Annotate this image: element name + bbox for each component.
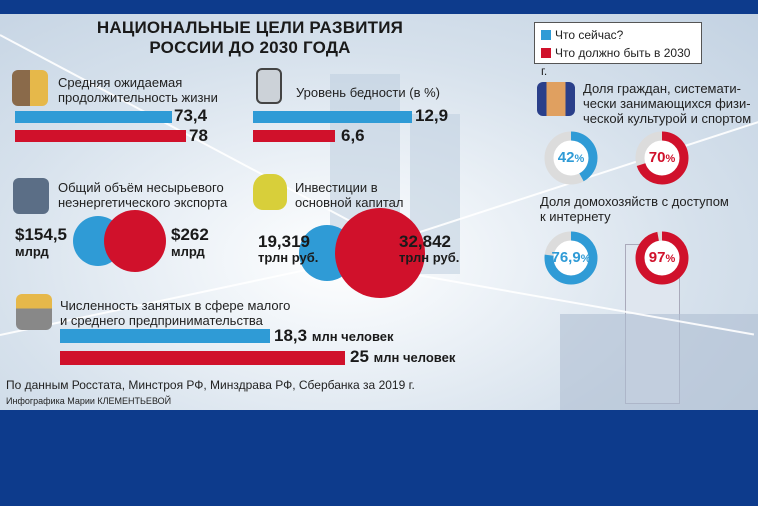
donut-svg [544, 231, 598, 285]
donut-value: 42 [557, 148, 575, 166]
label-line: и среднего предпринимательства [60, 313, 263, 328]
donut-value: 76,9 [551, 248, 581, 266]
label-line: Общий объём несырьевого [58, 180, 224, 195]
unit: трлн руб. [258, 250, 319, 265]
unit: млрд [171, 244, 205, 259]
label-line: Доля граждан, системати- [583, 81, 741, 96]
label-line: Численность занятых в сфере малого [60, 298, 291, 313]
label-line: основной капитал [295, 195, 404, 210]
value: 19,319 [258, 232, 310, 251]
legend-swatch-red [541, 48, 551, 58]
infographic: НАЦИОНАЛЬНЫЕ ЦЕЛИ РАЗВИТИЯ РОССИИ ДО 2030… [0, 14, 758, 410]
invest-circle-target [335, 208, 425, 298]
donut-value: 97 [648, 248, 666, 266]
sme-value-now: 18,3 млн человек [274, 326, 394, 346]
coin-jar-icon [256, 68, 282, 104]
invest-value-now: 19,319 трлн руб. [258, 232, 319, 266]
label-line: Инвестиции в [295, 180, 378, 195]
internet-label: Доля домохозяйств с доступом к интернету [540, 194, 729, 224]
unit: трлн руб. [399, 250, 460, 265]
legend-item-target: Что должно быть в 2030 г. [541, 44, 695, 80]
poverty-value-now: 12,9 [415, 106, 449, 125]
source-note: По данным Росстата, Минстроя РФ, Минздра… [6, 378, 415, 392]
donut-arc [635, 131, 689, 185]
title-line-1: НАЦИОНАЛЬНЫЕ ЦЕЛИ РАЗВИТИЯ [96, 18, 404, 37]
credit-note: Инфографика Марии КЛЕМЕНТЬЕВОЙ [6, 396, 172, 406]
percent-sign: % [665, 152, 676, 165]
donut-value: 70 [648, 148, 666, 166]
value: 32,842 [399, 232, 451, 251]
label-line: Средняя ожидаемая [58, 75, 183, 90]
value: 18,3 [274, 326, 308, 345]
legend-item-now: Что сейчас? [541, 26, 695, 44]
sme-label: Численность занятых в сфере малого и сред… [60, 298, 290, 328]
invest-value-target: 32,842 трлн руб. [399, 232, 460, 266]
export-circle-target [104, 210, 166, 272]
value: $262 [171, 225, 209, 244]
globe-export-icon [13, 178, 49, 214]
sport-donut-target: 70% [634, 130, 690, 186]
label-line: к интернету [540, 209, 611, 224]
label-line: неэнергетического экспорта [58, 195, 228, 210]
export-label: Общий объём несырьевого неэнергетического… [58, 180, 227, 210]
life-label: Средняя ожидаемая продолжительность жизни [58, 75, 218, 105]
poverty-bar-target [253, 130, 335, 142]
money-bag-icon [253, 174, 287, 210]
life-bar-target [15, 130, 186, 142]
life-value-target: 78 [189, 126, 208, 145]
value: 25 [350, 347, 369, 366]
export-value-now: $154,5 млрд [15, 226, 67, 260]
internet-donut-now: 76,9% [543, 230, 599, 286]
sme-bar-target [60, 351, 345, 365]
sme-value-target: 25 млн человек [350, 347, 455, 367]
invest-label: Инвестиции в основной капитал [295, 180, 403, 210]
poverty-value-target: 6,6 [341, 126, 365, 145]
businessman-icon [16, 294, 52, 330]
unit: млн человек [373, 350, 456, 365]
legend-label: Что должно быть в 2030 г. [541, 46, 691, 78]
donut-arc [544, 131, 598, 185]
donut-label: 70% [634, 130, 690, 186]
label-line: Доля домохозяйств с доступом [540, 194, 729, 209]
poverty-bar-now [253, 111, 412, 123]
sport-label: Доля граждан, системати-чески занимающих… [583, 81, 751, 126]
legend-swatch-blue [541, 30, 551, 40]
donut-label: 42% [543, 130, 599, 186]
page-title: НАЦИОНАЛЬНЫЕ ЦЕЛИ РАЗВИТИЯ РОССИИ ДО 2030… [70, 18, 430, 58]
legend-label: Что сейчас? [555, 28, 624, 42]
value: $154,5 [15, 225, 67, 244]
donut-label: 76,9% [543, 230, 599, 286]
elderly-couple-icon [12, 70, 48, 106]
donut-arc [635, 231, 689, 285]
donut-label: 97% [634, 230, 690, 286]
label-line: чески занимающихся физи- [583, 96, 751, 111]
title-line-2: РОССИИ ДО 2030 ГОДА [149, 38, 351, 57]
export-value-target: $262 млрд [171, 226, 209, 260]
dumbbell-fist-icon [537, 82, 575, 116]
unit: млн человек [311, 329, 394, 344]
donut-svg [635, 131, 689, 185]
internet-donut-target: 97% [634, 230, 690, 286]
unit: млрд [15, 244, 49, 259]
percent-sign: % [580, 252, 591, 265]
sme-bar-now [60, 329, 270, 343]
label-line: продолжительность жизни [58, 90, 218, 105]
poverty-label: Уровень бедности (в %) [296, 85, 440, 100]
sport-donut-now: 42% [543, 130, 599, 186]
legend: Что сейчас? Что должно быть в 2030 г. [534, 22, 702, 78]
label-line: ческой культурой и спортом [583, 111, 752, 126]
donut-arc [544, 231, 598, 285]
life-bar-now [15, 111, 172, 123]
donut-svg [635, 231, 689, 285]
percent-sign: % [574, 152, 585, 165]
life-value-now: 73,4 [174, 106, 208, 125]
percent-sign: % [665, 252, 676, 265]
donut-svg [544, 131, 598, 185]
